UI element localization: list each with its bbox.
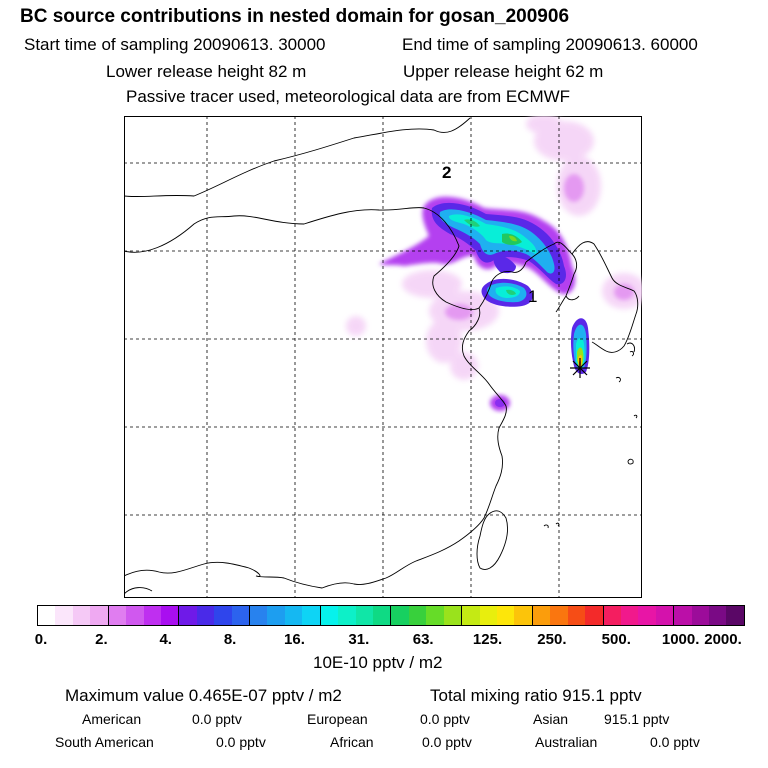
colorbar-swatch [355,606,374,625]
colorbar-swatch [638,606,656,625]
colorbar-tick-label: 0. [34,631,48,648]
total-mixing-label: Total mixing ratio 915.1 pptv [430,686,642,705]
colorbar-swatch [620,606,639,625]
colorbar-swatch [320,606,339,625]
colorbar-swatch [179,606,197,625]
american-label: American [82,711,142,727]
colorbar-tick-label: 2000. [704,631,742,648]
map-gridlines [124,116,642,598]
american-value: 0.0 pptv [192,711,242,727]
coastlines [124,117,639,595]
african-value: 0.0 pptv [422,734,472,750]
colorbar-swatch [709,606,727,625]
colorbar-tick-label: 63. [412,631,434,648]
colorbar-swatch [532,606,551,625]
colorbar-swatch [72,606,91,625]
colorbar-swatch [90,606,109,625]
australian-label: Australian [535,734,598,750]
plume-label-1: 1 [528,287,537,306]
colorbar-tick-label: 31. [348,631,370,648]
colorbar-tick-label: 500. [601,631,631,648]
lower-height-label: Lower release height 82 m [106,62,307,81]
colorbar-swatch [38,606,56,625]
tracer-note: Passive tracer used, meteorological data… [126,87,571,106]
south-american-label: South American [55,734,154,750]
colorbar-swatch [267,606,285,625]
colorbar-tick-label: 4. [159,631,172,648]
colorbar-swatch [691,606,710,625]
colorbar-swatch [160,606,180,625]
african-label: African [330,734,374,750]
colorbar-tick-label: 2. [95,631,108,648]
upper-height-label: Upper release height 62 m [403,62,604,81]
end-time-label: End time of sampling 20090613. 60000 [402,35,698,54]
receptor-star-icon [570,358,590,378]
colorbar-swatch [496,606,515,625]
asian-value: 915.1 pptv [604,711,670,727]
colorbar-swatch [443,606,463,625]
plume-label-2: 2 [442,163,451,182]
colorbar-swatch [196,606,215,625]
colorbar-swatch [514,606,533,625]
colorbar-swatch [462,606,480,625]
start-time-label: Start time of sampling 20090613. 30000 [24,35,326,54]
colorbar-tick-label: 1000. [661,631,700,648]
concentration-field [346,116,642,411]
colorbar-swatch [231,606,251,625]
colorbar-swatch [302,606,321,625]
colorbar-swatch [726,606,744,625]
asian-label: Asian [533,711,569,727]
colorbar-swatch [603,606,621,625]
colorbar-unit-label: 10E-10 pptv / m2 [313,653,443,672]
colorbar-swatch [408,606,427,625]
colorbar-swatch [373,606,392,625]
colorbar-tick-label: 250. [537,631,567,648]
colorbar-swatch [674,606,692,625]
south-american-value: 0.0 pptv [216,734,266,750]
colorbar-swatch [250,606,268,625]
plot-title: BC source contributions in nested domain… [20,6,570,27]
colorbar-tick-label: 16. [284,631,305,648]
colorbar-swatch [126,606,144,625]
colorbar-swatch [391,606,409,625]
map-panel: 2 1 [124,116,642,598]
colorbar-swatch [479,606,497,625]
european-label: European [307,711,368,727]
colorbar [37,605,745,626]
colorbar-swatch [550,606,568,625]
colorbar-swatch [55,606,73,625]
colorbar-tick-label: 125. [472,631,503,648]
colorbar-swatch [284,606,303,625]
maximum-value-label: Maximum value 0.465E-07 pptv / m2 [65,686,342,705]
colorbar-swatch [143,606,161,625]
colorbar-tick-label: 8. [223,631,237,648]
colorbar-swatch [214,606,232,625]
colorbar-swatch [655,606,675,625]
colorbar-swatch [108,606,127,625]
colorbar-swatch [567,606,586,625]
colorbar-swatch [338,606,356,625]
colorbar-swatch [426,606,444,625]
australian-value: 0.0 pptv [650,734,700,750]
colorbar-swatch [585,606,604,625]
european-value: 0.0 pptv [420,711,470,727]
